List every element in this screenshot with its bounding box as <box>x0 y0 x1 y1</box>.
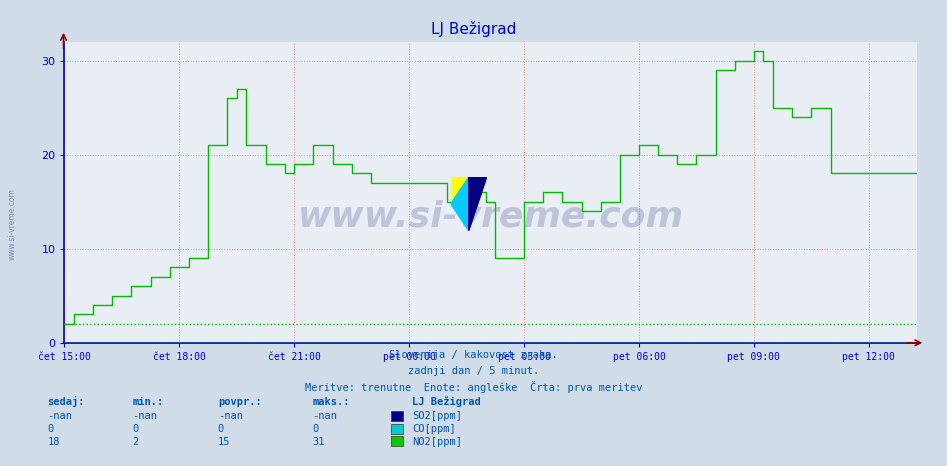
Text: CO[ppm]: CO[ppm] <box>412 424 456 434</box>
Polygon shape <box>451 177 469 204</box>
Text: 15: 15 <box>218 437 230 446</box>
Text: -nan: -nan <box>47 411 72 421</box>
Text: min.:: min.: <box>133 397 164 407</box>
Polygon shape <box>451 177 469 231</box>
Text: 0: 0 <box>47 424 54 434</box>
Text: 0: 0 <box>133 424 139 434</box>
Text: -nan: -nan <box>133 411 157 421</box>
Text: Meritve: trenutne  Enote: angleške  Črta: prva meritev: Meritve: trenutne Enote: angleške Črta: … <box>305 381 642 393</box>
Text: maks.:: maks.: <box>313 397 350 407</box>
Text: povpr.:: povpr.: <box>218 397 261 407</box>
Text: 0: 0 <box>218 424 224 434</box>
Text: 18: 18 <box>47 437 60 446</box>
Text: -nan: -nan <box>313 411 337 421</box>
Polygon shape <box>469 177 487 231</box>
Text: www.si-vreme.com: www.si-vreme.com <box>297 199 684 233</box>
Text: zadnji dan / 5 minut.: zadnji dan / 5 minut. <box>408 366 539 376</box>
Text: LJ Bežigrad: LJ Bežigrad <box>412 397 481 407</box>
Text: sedaj:: sedaj: <box>47 397 85 407</box>
Text: NO2[ppm]: NO2[ppm] <box>412 437 462 446</box>
Text: -nan: -nan <box>218 411 242 421</box>
Text: 0: 0 <box>313 424 319 434</box>
Text: Slovenija / kakovost zraka.: Slovenija / kakovost zraka. <box>389 350 558 360</box>
Text: www.si-vreme.com: www.si-vreme.com <box>8 188 17 260</box>
Text: 31: 31 <box>313 437 325 446</box>
Text: SO2[ppm]: SO2[ppm] <box>412 411 462 421</box>
Text: LJ Bežigrad: LJ Bežigrad <box>431 21 516 37</box>
Text: 2: 2 <box>133 437 139 446</box>
